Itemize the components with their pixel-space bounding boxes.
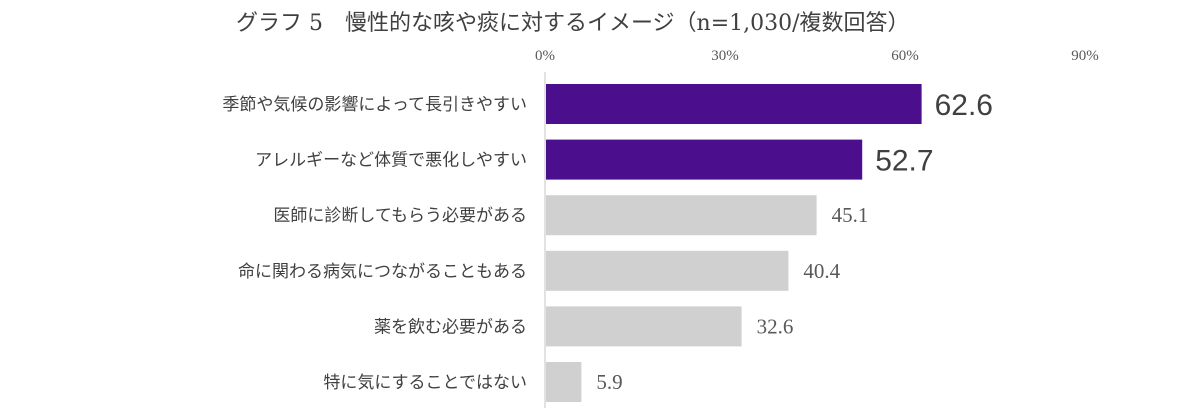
category-labels: 季節や気候の影響によって長引きやすいアレルギーなど体質で悪化しやすい医師に診断し… [222, 95, 527, 393]
value-label: 32.6 [757, 314, 794, 338]
bar [546, 195, 817, 236]
value-labels: 62.652.7 45.1 40.4 32.6 5.9 [596, 89, 993, 394]
value-label: 52.7 [875, 145, 933, 178]
tick-label: 30% [711, 48, 739, 64]
category-label: 命に関わる病気につながることもある [238, 262, 527, 282]
bars [546, 84, 922, 402]
value-label: 40.4 [803, 259, 840, 283]
chart-title: グラフ 5 慢性的な咳や痰に対するイメージ（n=1,030/複数回答） [236, 11, 910, 36]
tick-label: 60% [891, 48, 919, 64]
value-label: 62.6 [935, 89, 993, 122]
value-label: 5.9 [596, 370, 622, 394]
x-axis-ticks: 0% 30% 60% 90% [535, 48, 1099, 64]
category-label: 特に気にすることではない [323, 373, 527, 393]
value-label: 45.1 [832, 203, 869, 227]
category-label: 季節や気候の影響によって長引きやすい [222, 95, 527, 115]
bar [546, 84, 922, 124]
bar [546, 306, 742, 347]
category-label: 薬を飲む必要がある [374, 317, 527, 337]
category-label: アレルギーなど体質で悪化しやすい [255, 151, 527, 171]
tick-label: 90% [1071, 48, 1099, 64]
bar [546, 250, 789, 291]
category-label: 医師に診断してもらう必要がある [273, 206, 527, 226]
bar [546, 139, 863, 180]
tick-label: 0% [535, 48, 555, 64]
bar [546, 362, 582, 402]
